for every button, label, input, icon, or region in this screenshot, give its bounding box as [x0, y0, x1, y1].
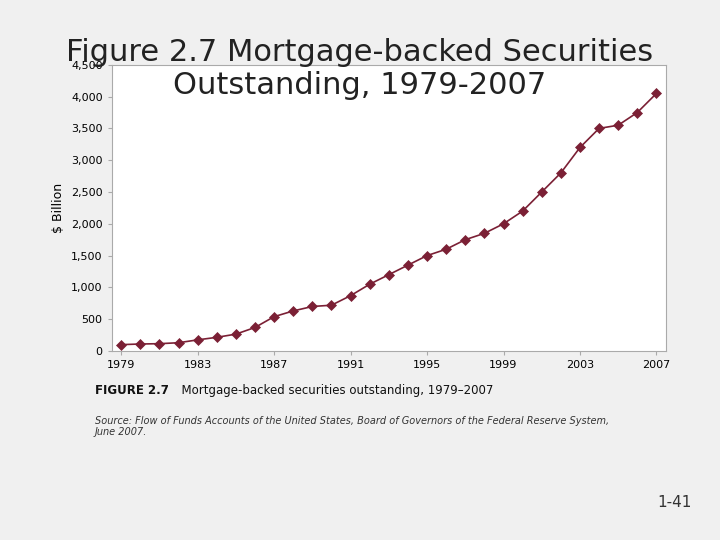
Text: 1-41: 1-41 — [657, 495, 691, 510]
Text: Mortgage-backed securities outstanding, 1979–2007: Mortgage-backed securities outstanding, … — [174, 384, 493, 397]
Y-axis label: $ Billion: $ Billion — [53, 183, 66, 233]
Text: Figure 2.7 Mortgage-backed Securities
Outstanding, 1979-2007: Figure 2.7 Mortgage-backed Securities Ou… — [66, 38, 654, 100]
Text: Source: Flow of Funds Accounts of the United States, Board of Governors of the F: Source: Flow of Funds Accounts of the Un… — [95, 416, 609, 437]
Text: FIGURE 2.7: FIGURE 2.7 — [95, 384, 169, 397]
